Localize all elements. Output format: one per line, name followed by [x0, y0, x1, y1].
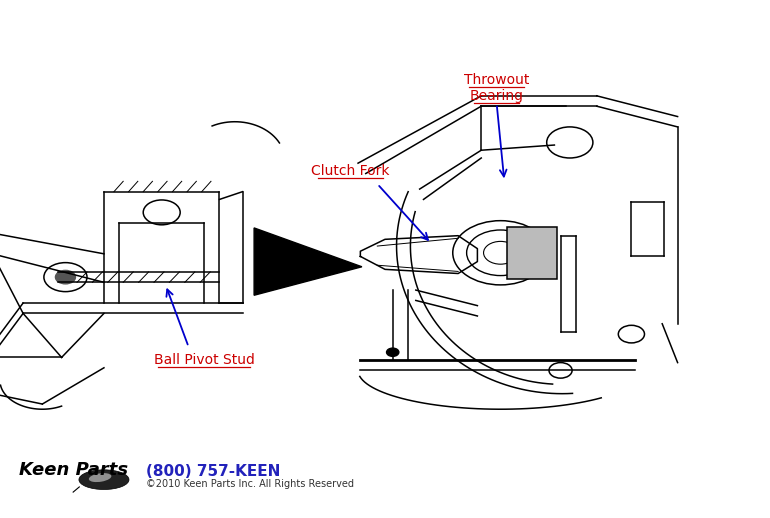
Circle shape	[387, 348, 399, 356]
Text: (800) 757-KEEN: (800) 757-KEEN	[146, 464, 281, 479]
Text: Throwout: Throwout	[464, 73, 529, 88]
Text: Ball Pivot Stud: Ball Pivot Stud	[153, 353, 255, 367]
Polygon shape	[254, 228, 362, 295]
Text: Keen Parts: Keen Parts	[19, 461, 129, 479]
Ellipse shape	[89, 473, 112, 482]
Text: ©2010 Keen Parts Inc. All Rights Reserved: ©2010 Keen Parts Inc. All Rights Reserve…	[146, 479, 354, 490]
Text: Clutch Fork: Clutch Fork	[311, 164, 390, 178]
Ellipse shape	[79, 470, 129, 490]
Circle shape	[55, 270, 75, 284]
FancyBboxPatch shape	[507, 227, 557, 279]
Text: Bearing: Bearing	[470, 89, 524, 103]
